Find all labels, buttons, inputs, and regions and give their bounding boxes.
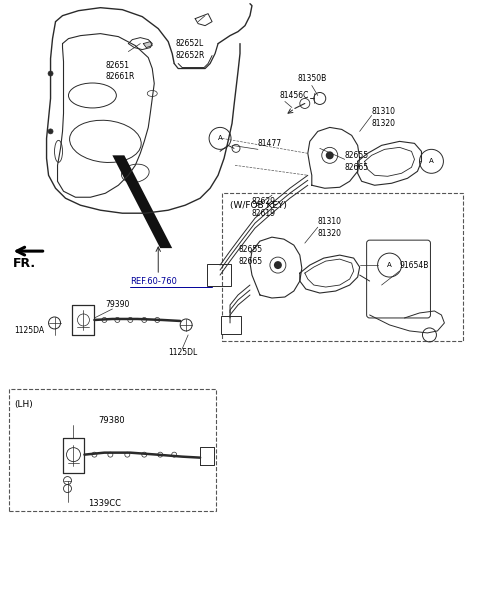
Text: 82655: 82655	[345, 151, 369, 160]
Text: 79390: 79390	[106, 300, 130, 309]
Text: 79380: 79380	[98, 416, 125, 425]
Circle shape	[326, 151, 334, 159]
Bar	[9, 389, 216, 511]
Text: REF.60-760: REF.60-760	[130, 277, 177, 286]
Text: FR.: FR.	[12, 257, 36, 270]
Text: 82652L: 82652L	[175, 39, 204, 48]
Text: 82655: 82655	[238, 245, 262, 254]
Text: 1339CC: 1339CC	[88, 499, 121, 508]
Text: 91654B: 91654B	[399, 260, 429, 270]
Text: 82651: 82651	[106, 61, 130, 70]
Circle shape	[209, 127, 231, 150]
Text: 82619: 82619	[252, 209, 276, 218]
Text: 82665: 82665	[345, 163, 369, 172]
FancyBboxPatch shape	[221, 316, 241, 334]
Text: 81320: 81320	[318, 229, 342, 238]
Text: 81477: 81477	[258, 139, 282, 148]
Text: A: A	[429, 159, 434, 165]
Text: (W/FOB KEY): (W/FOB KEY)	[230, 201, 287, 210]
Text: 1125DL: 1125DL	[168, 349, 197, 358]
Text: 82665: 82665	[238, 257, 262, 265]
Text: 81350B: 81350B	[298, 74, 327, 83]
Text: (LH): (LH)	[15, 400, 34, 409]
Circle shape	[48, 71, 53, 76]
Text: 82652R: 82652R	[175, 51, 204, 60]
Circle shape	[420, 150, 444, 173]
Text: A: A	[218, 136, 222, 141]
Text: 1125DA: 1125DA	[15, 326, 45, 335]
Text: 81456C: 81456C	[280, 91, 309, 100]
Text: 82661R: 82661R	[106, 72, 135, 81]
FancyBboxPatch shape	[367, 240, 431, 318]
Polygon shape	[112, 156, 172, 248]
Polygon shape	[144, 42, 152, 48]
Text: 81310: 81310	[372, 107, 396, 116]
Circle shape	[378, 253, 402, 277]
Bar	[222, 193, 463, 341]
Text: A: A	[387, 262, 392, 268]
Circle shape	[48, 129, 53, 134]
Text: 81310: 81310	[318, 216, 342, 226]
Text: 82629: 82629	[252, 197, 276, 206]
Circle shape	[274, 261, 282, 269]
Text: 81320: 81320	[372, 119, 396, 128]
FancyBboxPatch shape	[207, 264, 231, 286]
